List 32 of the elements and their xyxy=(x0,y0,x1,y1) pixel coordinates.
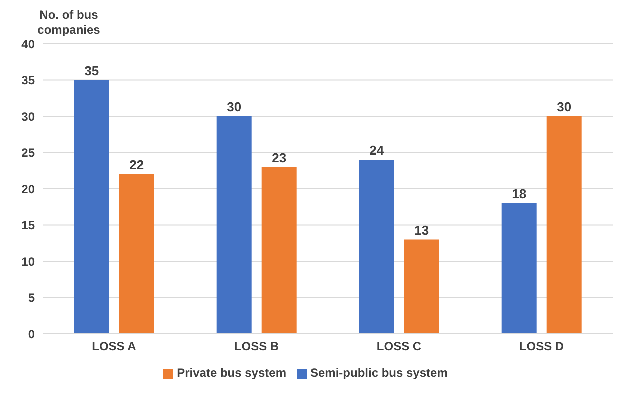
x-tick-label: LOSS C xyxy=(376,340,422,354)
y-tick-label: 0 xyxy=(28,327,36,342)
legend-label: Private bus system xyxy=(177,366,286,380)
y-tick-label: 35 xyxy=(22,74,36,88)
data-label: 23 xyxy=(272,150,287,166)
y-axis-title: No. of bus companies xyxy=(36,8,102,38)
data-label: 22 xyxy=(130,158,144,172)
bar xyxy=(119,174,154,334)
bar xyxy=(359,160,394,334)
data-label: 30 xyxy=(227,100,242,114)
x-tick-label: LOSS D xyxy=(519,340,564,354)
bar xyxy=(74,80,110,334)
y-tick-label: 10 xyxy=(22,254,36,269)
y-tick-label: 30 xyxy=(22,110,36,124)
data-label: 18 xyxy=(512,186,527,202)
bar xyxy=(546,116,582,334)
bar xyxy=(262,167,297,334)
y-tick-label: 40 xyxy=(22,37,36,52)
data-label: 35 xyxy=(84,63,100,78)
legend-label: Semi-public bus system xyxy=(310,366,448,380)
y-tick-label: 5 xyxy=(28,291,36,306)
y-tick-label: 20 xyxy=(22,182,36,196)
data-label: 24 xyxy=(370,143,385,158)
y-tick-label: 15 xyxy=(22,218,36,233)
x-tick-label: LOSS A xyxy=(92,340,137,354)
bar xyxy=(404,240,440,334)
y-tick-label: 25 xyxy=(22,146,36,160)
bar xyxy=(502,204,537,334)
x-tick-label: LOSS B xyxy=(234,340,280,354)
data-label: 13 xyxy=(414,222,430,238)
data-label: 30 xyxy=(557,100,572,114)
bar xyxy=(216,116,252,334)
